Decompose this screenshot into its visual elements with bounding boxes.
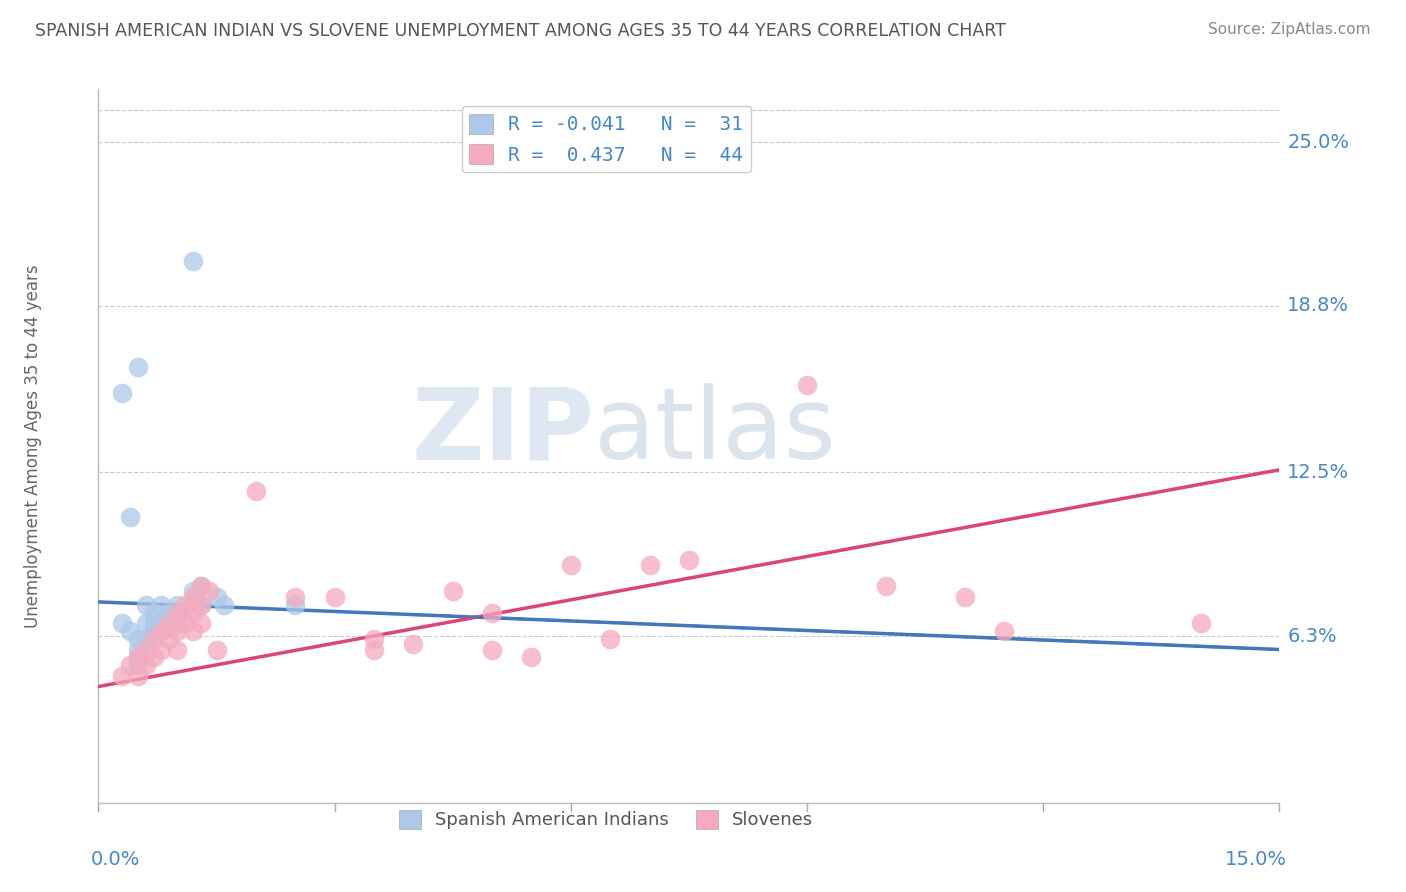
Point — [166, 606, 188, 620]
Point — [150, 598, 173, 612]
Text: 0.0%: 0.0% — [90, 850, 141, 870]
Point — [323, 590, 346, 604]
Point — [127, 642, 149, 657]
Point — [150, 624, 173, 638]
Point — [560, 558, 582, 572]
Point — [363, 632, 385, 646]
Point — [875, 579, 897, 593]
Point — [205, 642, 228, 657]
Text: 12.5%: 12.5% — [1288, 463, 1350, 482]
Point — [181, 598, 204, 612]
Text: atlas: atlas — [595, 384, 837, 480]
Point — [190, 579, 212, 593]
Text: 25.0%: 25.0% — [1288, 133, 1350, 152]
Point — [181, 606, 204, 620]
Point — [142, 616, 165, 631]
Text: Source: ZipAtlas.com: Source: ZipAtlas.com — [1208, 22, 1371, 37]
Point — [599, 632, 621, 646]
Point — [796, 378, 818, 392]
Point — [363, 642, 385, 657]
Point — [127, 650, 149, 665]
Point — [190, 598, 212, 612]
Point — [1189, 616, 1212, 631]
Point — [181, 254, 204, 268]
Point — [953, 590, 976, 604]
Point — [520, 650, 543, 665]
Point — [150, 616, 173, 631]
Point — [127, 632, 149, 646]
Point — [181, 590, 204, 604]
Text: ZIP: ZIP — [412, 384, 595, 480]
Point — [993, 624, 1015, 638]
Point — [638, 558, 661, 572]
Point — [166, 598, 188, 612]
Point — [181, 584, 204, 599]
Point — [135, 616, 157, 631]
Point — [135, 598, 157, 612]
Point — [174, 616, 197, 631]
Point — [205, 590, 228, 604]
Legend: Spanish American Indians, Slovenes: Spanish American Indians, Slovenes — [392, 803, 821, 837]
Point — [166, 616, 188, 631]
Point — [402, 637, 425, 651]
Point — [118, 624, 141, 638]
Point — [174, 598, 197, 612]
Point — [214, 598, 236, 612]
Point — [111, 669, 134, 683]
Point — [190, 579, 212, 593]
Text: 6.3%: 6.3% — [1288, 627, 1337, 646]
Point — [166, 642, 188, 657]
Point — [111, 616, 134, 631]
Point — [142, 606, 165, 620]
Point — [127, 359, 149, 374]
Text: 18.8%: 18.8% — [1288, 296, 1350, 316]
Point — [481, 606, 503, 620]
Point — [157, 616, 180, 631]
Point — [142, 624, 165, 638]
Point — [150, 642, 173, 657]
Point — [678, 552, 700, 566]
Point — [245, 483, 267, 498]
Point — [157, 616, 180, 631]
Point — [118, 658, 141, 673]
Point — [441, 584, 464, 599]
Point — [135, 642, 157, 657]
Text: 15.0%: 15.0% — [1226, 850, 1288, 870]
Point — [157, 632, 180, 646]
Point — [150, 624, 173, 638]
Point — [284, 598, 307, 612]
Point — [481, 642, 503, 657]
Point — [190, 616, 212, 631]
Point — [142, 650, 165, 665]
Text: Unemployment Among Ages 35 to 44 years: Unemployment Among Ages 35 to 44 years — [24, 264, 42, 628]
Point — [118, 510, 141, 524]
Point — [181, 624, 204, 638]
Point — [127, 669, 149, 683]
Point — [135, 658, 157, 673]
Text: SPANISH AMERICAN INDIAN VS SLOVENE UNEMPLOYMENT AMONG AGES 35 TO 44 YEARS CORREL: SPANISH AMERICAN INDIAN VS SLOVENE UNEMP… — [35, 22, 1007, 40]
Point — [142, 632, 165, 646]
Point — [197, 584, 219, 599]
Point — [135, 632, 157, 646]
Point — [166, 624, 188, 638]
Point — [190, 598, 212, 612]
Point — [127, 658, 149, 673]
Point — [157, 606, 180, 620]
Point — [111, 386, 134, 401]
Point — [127, 650, 149, 665]
Point — [166, 606, 188, 620]
Point — [284, 590, 307, 604]
